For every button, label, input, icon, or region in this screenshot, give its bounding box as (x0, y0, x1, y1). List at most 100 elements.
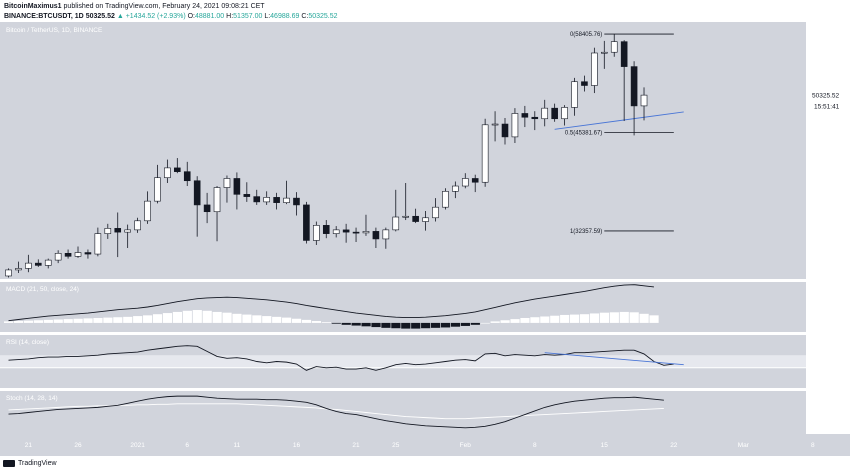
stoch-pane-title: Stoch (14, 28, 14) (6, 395, 58, 402)
macd-histogram-bar (560, 314, 570, 323)
macd-histogram-bar (639, 313, 649, 323)
candle-body (124, 229, 131, 233)
macd-histogram-bar (143, 315, 153, 323)
price-axis-tick: 42500.00 (814, 153, 840, 159)
macd-axis-tick: 0.00 (816, 321, 828, 327)
macd-histogram-bar (351, 322, 361, 326)
macd-histogram-bar (123, 316, 133, 323)
candle-body (64, 253, 72, 257)
time-axis-tick: Mar (738, 442, 750, 449)
macd-histogram-bar (401, 322, 411, 329)
price-axis-tick: 45000.00 (814, 134, 840, 140)
macd-histogram-bar (550, 315, 560, 323)
macd-histogram-bar (480, 322, 490, 324)
time-axis-bg (0, 434, 850, 456)
publisher-line: BitcoinMaximus1 published on TradingView… (4, 3, 265, 10)
candle-body (243, 194, 251, 197)
macd-histogram-bar (391, 322, 401, 329)
chart-canvas[interactable]: Bitcoin / TetherUS, 1D, BINANCE 27500.00 3… (0, 22, 850, 456)
rsi-pane-title: RSI (14, close) (6, 339, 49, 346)
current-price-label: 50325.52 (812, 93, 839, 100)
candle-body (352, 231, 360, 234)
price-axis-tick: 47500.00 (814, 115, 840, 121)
candle-body (94, 233, 102, 255)
candle-body (461, 178, 469, 187)
candle-body (193, 180, 201, 206)
macd-histogram-bar (33, 320, 43, 323)
symbol-line: BINANCE:BTCUSDT, 1D 50325.52 ▲ +1434.52 … (4, 13, 338, 20)
candle-body (471, 178, 479, 183)
candle-body (422, 217, 429, 222)
price-axis-tick: 27500.00 (814, 266, 840, 272)
macd-histogram-bar (440, 322, 451, 328)
candle-body (114, 228, 122, 233)
candle-body (34, 262, 42, 266)
macd-histogram-bar (411, 322, 421, 329)
candle-body (174, 167, 181, 172)
candle-body (313, 225, 320, 241)
candle-body (432, 206, 439, 219)
current-price-tag (808, 90, 850, 101)
macd-histogram-bar (182, 310, 192, 323)
close-label: C: (301, 13, 309, 20)
macd-histogram-bar (579, 314, 590, 323)
time-axis-tick: 8 (811, 442, 815, 449)
fib-level-label: 0.5(45381.67) (565, 130, 602, 136)
rsi-axis-tick: 50.00 (816, 366, 832, 372)
price-axis-tick: 55000.00 (814, 58, 840, 64)
candle-body (541, 107, 549, 120)
candle-body (263, 197, 270, 203)
macd-histogram-bar (212, 311, 222, 323)
candle-body (322, 225, 330, 234)
macd-histogram-bar (43, 319, 53, 323)
price-axis-tick: 52500.00 (814, 77, 840, 83)
candle-body (591, 52, 598, 86)
macd-histogram-bar (83, 318, 93, 323)
candle-body (362, 231, 370, 234)
macd-histogram-bar (162, 313, 173, 323)
price-axis-tick: 60000.00 (814, 22, 840, 27)
macd-histogram-bar (262, 316, 272, 323)
macd-histogram-bar (430, 322, 441, 328)
rsi-band (0, 355, 806, 368)
macd-histogram-bar (53, 319, 63, 323)
macd-histogram-bar (73, 318, 83, 323)
stoch-axis-tick: 80.00 (816, 401, 832, 407)
candle-body (44, 259, 52, 266)
author-name[interactable]: BitcoinMaximus1 (4, 3, 62, 10)
time-axis-tick: 2021 (130, 442, 145, 449)
macd-axis-tick: 2000.00 (816, 306, 838, 312)
tradingview-logo-icon (3, 459, 15, 467)
candle-body (610, 41, 618, 53)
low-value: 46988.69 (270, 13, 300, 20)
macd-histogram-bar (341, 322, 351, 325)
macd-histogram-bar (421, 322, 431, 329)
price-axis-tick: 32500.00 (814, 228, 840, 234)
fib-level-label: 0(58405.76) (570, 32, 602, 38)
macd-histogram-bar (301, 319, 312, 323)
macd-histogram-bar (629, 312, 639, 323)
close-value: 50325.52 (308, 13, 338, 20)
macd-histogram-bar (381, 322, 391, 328)
candle-body (223, 178, 231, 188)
macd-axis-tick: 4000.00 (816, 291, 838, 297)
macd-histogram-bar (222, 312, 232, 323)
macd-histogram-bar (272, 316, 282, 323)
open-value: 48881.00 (195, 13, 225, 20)
price-axis-tick: 57500.00 (814, 39, 840, 45)
time-axis-tick: 15 (601, 442, 609, 449)
macd-histogram-bar (321, 322, 331, 323)
candle-body (332, 229, 340, 234)
macd-histogram-bar (93, 317, 103, 323)
candle-body (213, 187, 221, 213)
candle-body (511, 113, 519, 138)
candle-body (342, 229, 350, 233)
stoch-axis-tick: 40.00 (816, 421, 832, 427)
price-axis-tick: 30000.00 (814, 247, 840, 253)
macd-histogram-bar (530, 317, 540, 323)
macd-histogram-bar (242, 314, 252, 323)
macd-histogram-bar (589, 313, 600, 323)
candle-body (154, 177, 161, 202)
candle-body (571, 81, 578, 108)
high-label: H: (226, 13, 234, 20)
